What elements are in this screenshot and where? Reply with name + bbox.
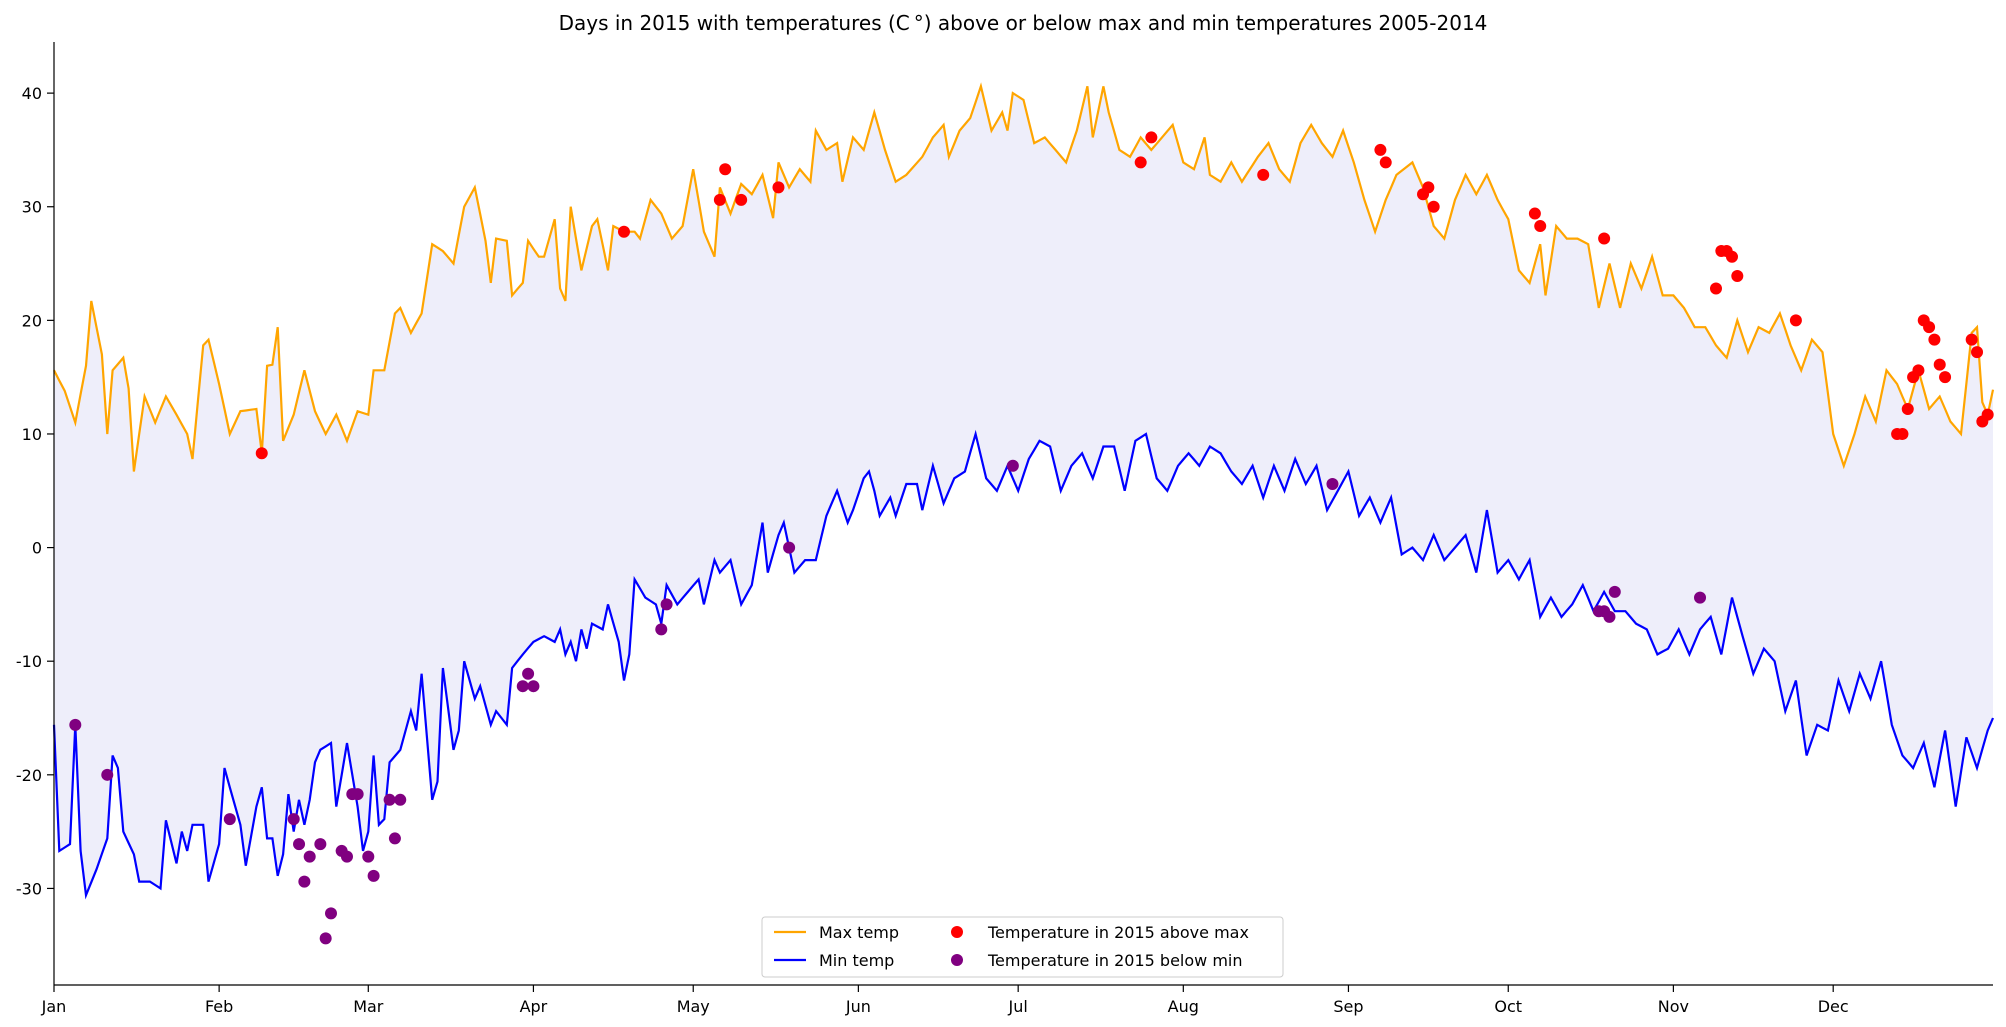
below-min-point <box>516 680 529 693</box>
below-min-point <box>303 850 316 863</box>
below-min-point <box>319 932 332 945</box>
below-min-point <box>1694 591 1707 604</box>
legend-below-label: Temperature in 2015 below min <box>987 951 1243 970</box>
below-min-point <box>1608 585 1621 598</box>
legend-box <box>761 916 1284 978</box>
min-temp-line <box>52 429 1995 900</box>
legend-below-swatch <box>951 954 963 966</box>
y-tick-label: 10 <box>22 425 42 444</box>
y-tick-label: -10 <box>16 652 42 671</box>
x-tick-label: Oct <box>1494 997 1522 1016</box>
above-max-point <box>617 225 630 238</box>
above-max-point <box>1710 282 1722 295</box>
above-max-point <box>1789 314 1802 327</box>
below-min-point <box>287 813 300 826</box>
below-min-point <box>314 838 327 851</box>
x-tick-label: Sep <box>1333 997 1363 1016</box>
above-max-point <box>1896 427 1909 440</box>
x-tick-label: Feb <box>205 997 233 1016</box>
below-min-point <box>340 850 353 863</box>
above-max-point <box>1145 131 1158 144</box>
below-min-point <box>1603 610 1616 623</box>
y-tick-label: 0 <box>32 539 42 558</box>
max-temp-line <box>53 82 1995 472</box>
x-tick-label: Jan <box>41 997 67 1016</box>
fill-between-band <box>54 86 1993 896</box>
above-max-point <box>1427 200 1440 213</box>
y-tick-label: 30 <box>22 198 42 217</box>
above-max-point <box>1923 321 1936 334</box>
below-min-point <box>660 598 673 611</box>
below-min-point <box>527 680 540 693</box>
below-min-point <box>1326 477 1339 490</box>
above-max-point <box>1528 207 1541 220</box>
above-max-point <box>1379 156 1392 169</box>
below-min-point <box>783 541 796 554</box>
below-min-point <box>367 869 380 882</box>
x-tick-label: Jul <box>1008 997 1028 1016</box>
above-max-point <box>255 447 268 460</box>
above-max-point <box>713 193 726 206</box>
y-tick-label: 20 <box>22 311 42 330</box>
above-max-point <box>1933 358 1946 371</box>
x-tick-label: Nov <box>1658 997 1689 1016</box>
above-max-point <box>1257 168 1270 181</box>
below-min-point <box>101 768 114 781</box>
below-min-point <box>325 907 337 920</box>
below-min-point <box>388 832 401 845</box>
legend-min-label: Min temp <box>819 951 894 970</box>
below-min-point <box>351 788 364 801</box>
above-max-point <box>1534 220 1547 233</box>
above-max-point <box>1134 156 1147 169</box>
below-min-point <box>1006 459 1019 472</box>
below-min-point <box>394 793 407 806</box>
below-min-point <box>298 875 311 888</box>
above-max-point <box>1981 408 1994 421</box>
y-axis-ticks: -30 -20 -10 0 10 20 30 40 <box>16 84 54 898</box>
below-min-point <box>223 813 236 826</box>
plot-area <box>52 82 1995 945</box>
above-max-point <box>1598 232 1611 245</box>
above-max-point <box>1731 270 1744 283</box>
x-tick-label: Jun <box>845 997 871 1016</box>
above-max-point <box>1725 250 1738 263</box>
above-max-point <box>1965 333 1978 346</box>
above-max-point <box>1928 333 1941 346</box>
y-tick-label: -20 <box>16 766 42 785</box>
x-tick-label: Apr <box>520 997 548 1016</box>
x-tick-label: May <box>677 997 710 1016</box>
legend-above-swatch <box>951 926 963 938</box>
below-min-point <box>522 667 535 680</box>
legend-above-label: Temperature in 2015 above max <box>987 923 1249 942</box>
x-tick-label: Dec <box>1818 997 1849 1016</box>
below-min-points <box>69 459 1707 945</box>
above-max-point <box>735 193 748 206</box>
y-tick-label: 40 <box>22 84 42 103</box>
above-max-point <box>1971 346 1984 359</box>
above-max-point <box>772 181 785 194</box>
above-max-point <box>719 163 732 176</box>
legend-max-label: Max temp <box>819 923 899 942</box>
below-min-point <box>383 793 396 806</box>
below-min-point <box>655 623 668 636</box>
below-min-point <box>69 718 82 731</box>
below-min-point <box>293 838 306 851</box>
x-tick-label: Mar <box>353 997 384 1016</box>
legend: Max temp Min temp Temperature in 2015 ab… <box>761 916 1284 978</box>
above-max-point <box>1912 364 1925 377</box>
above-max-point <box>1939 371 1952 384</box>
y-tick-label: -30 <box>16 879 42 898</box>
below-min-point <box>362 850 375 863</box>
chart-title: Days in 2015 with temperatures (C °) abo… <box>559 11 1488 35</box>
x-axis-ticks: Jan Feb Mar Apr May Jun Jul Aug Sep Oct Nov Dec <box>41 985 1849 1016</box>
x-tick-label: Aug <box>1168 997 1199 1016</box>
above-max-points <box>255 131 1994 460</box>
above-max-point <box>1901 402 1914 415</box>
above-max-point <box>1422 181 1435 194</box>
above-max-point <box>1374 143 1387 156</box>
